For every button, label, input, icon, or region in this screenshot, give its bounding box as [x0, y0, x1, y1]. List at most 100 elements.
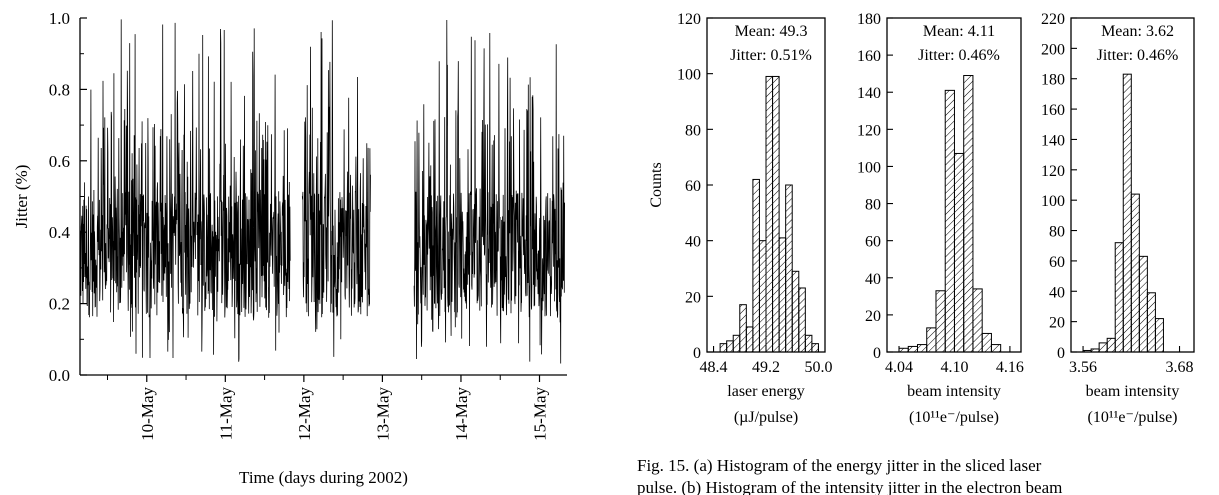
jitter-series-line — [79, 19, 291, 362]
y-tick-label: 0 — [1057, 345, 1065, 362]
histogram-bar — [907, 345, 918, 353]
histogram-bar — [785, 184, 793, 353]
y-tick-label: 140 — [857, 85, 881, 102]
x-tick-label: 11-May — [216, 387, 235, 441]
histogram-bar — [1106, 337, 1116, 353]
y-tick-label: 160 — [1041, 102, 1065, 119]
histogram-bar — [1146, 292, 1156, 353]
histogram-bar — [778, 237, 787, 353]
y-tick-label: 80 — [1049, 224, 1065, 241]
histogram-bar — [772, 75, 780, 353]
figure-caption: Fig. 15. (a) Histogram of the energy jit… — [637, 456, 1063, 495]
x-tick-label: 48.4 — [700, 359, 728, 376]
y-tick-label: 80 — [865, 197, 881, 214]
x-axis-unit: (10¹¹e⁻/pulse) — [909, 409, 999, 426]
y-tick-label: 40 — [685, 234, 701, 251]
x-axis-unit: (10¹¹e⁻/pulse) — [1087, 409, 1177, 426]
jitter-annotation: Jitter: 0.46% — [1097, 47, 1179, 64]
histogram-bar — [953, 152, 965, 353]
histogram-bar — [981, 332, 992, 353]
y-axis-label: Jitter (%) — [12, 165, 31, 229]
y-tick-label: 100 — [1041, 193, 1065, 210]
y-tick-label: 20 — [685, 289, 701, 306]
y-tick-label: 60 — [1049, 254, 1065, 271]
plot-frame — [1070, 17, 1195, 353]
x-axis-label: beam intensity — [1086, 383, 1180, 400]
x-axis-label: laser energy — [727, 383, 804, 400]
y-tick-label: 200 — [1041, 41, 1065, 58]
y-tick-label: 0.0 — [49, 366, 70, 385]
histogram-bar — [811, 343, 819, 353]
x-tick-label: 14-May — [452, 387, 471, 441]
y-tick-label: 0.8 — [49, 80, 70, 99]
histogram-bar — [719, 343, 728, 353]
x-tick-label: 4.10 — [940, 359, 968, 376]
y-tick-label: 0 — [693, 345, 701, 362]
histogram-bar — [745, 326, 754, 353]
y-tick-label: 20 — [1049, 315, 1065, 332]
y-tick-label: 100 — [857, 159, 881, 176]
y-tick-label: 0.6 — [49, 152, 70, 171]
y-tick-label: 180 — [1041, 72, 1065, 89]
jitter-annotation: Jitter: 0.46% — [918, 47, 1000, 64]
x-tick-label: 3.56 — [1069, 359, 1097, 376]
histogram-bar — [732, 334, 741, 353]
y-tick-label: 140 — [1041, 132, 1065, 149]
x-tick-label: 12-May — [295, 387, 314, 441]
x-tick-label: 4.04 — [885, 359, 913, 376]
y-tick-label: 120 — [857, 122, 881, 139]
jitter-series-line — [301, 20, 371, 357]
y-tick-label: 0.4 — [49, 223, 71, 242]
histogram-bar — [1130, 193, 1140, 353]
y-axis-label: Counts — [648, 162, 665, 207]
laser-energy-histogram: 0 20 40 60 80 100 120 48.4 49.2 50.0 Mean: 49.3 Jit… — [648, 11, 832, 426]
x-tick-label: 50.0 — [804, 359, 832, 376]
x-tick-label: 49.2 — [752, 359, 780, 376]
y-tick-label: 120 — [677, 11, 701, 28]
mean-annotation: Mean: 3.62 — [1101, 23, 1174, 40]
histogram-bar — [1098, 342, 1108, 353]
histogram-bar — [990, 344, 1002, 353]
histogram-bar — [926, 327, 937, 353]
histogram-bar — [1154, 318, 1164, 353]
y-tick-label: 180 — [857, 11, 881, 28]
x-tick-label: 10-May — [138, 387, 157, 441]
histogram-bar — [972, 288, 983, 353]
jitter-time-series-chart: 0.0 0.2 0.4 0.6 0.8 1.0 10-May 11-May 12-May 13-M… — [12, 9, 567, 487]
histogram-bar — [1122, 73, 1132, 353]
y-tick-label: 80 — [685, 122, 701, 139]
y-tick-label: 1.0 — [49, 9, 70, 28]
histogram-bar — [726, 340, 734, 353]
beam-intensity-histogram-b: 0 20 40 60 80 100 120 140 160 180 4.04 4.10 4.16 Mean… — [857, 11, 1024, 426]
x-axis-label: Time (days during 2002) — [239, 468, 408, 487]
x-tick-label: 15-May — [531, 387, 550, 441]
y-tick-label: 0 — [873, 345, 881, 362]
histogram-bar — [758, 240, 767, 353]
y-tick-label: 40 — [1049, 284, 1065, 301]
histogram-bar — [739, 304, 747, 353]
x-tick-label: 13-May — [373, 387, 392, 441]
mean-annotation: Mean: 49.3 — [735, 23, 808, 40]
histogram-bar — [1138, 255, 1148, 353]
x-tick-label: 3.68 — [1166, 359, 1194, 376]
jitter-series-line — [413, 19, 565, 364]
histogram-bar — [791, 270, 800, 353]
x-axis-unit: (µJ/pulse) — [734, 409, 798, 426]
x-tick-label: 4.16 — [996, 359, 1024, 376]
histogram-bar — [916, 344, 928, 353]
histogram-bar — [765, 75, 774, 353]
histogram-bar — [935, 290, 946, 353]
x-axis-label: beam intensity — [907, 383, 1001, 400]
y-tick-label: 60 — [685, 178, 701, 195]
histogram-bar — [1114, 242, 1124, 353]
y-tick-label: 60 — [865, 234, 881, 251]
histogram-bar — [963, 75, 974, 353]
histogram-bar — [944, 89, 955, 353]
y-tick-label: 120 — [1041, 163, 1065, 180]
y-tick-label: 20 — [865, 308, 881, 325]
y-tick-label: 220 — [1041, 11, 1065, 28]
beam-intensity-histogram-c: 0 20 40 60 80 100 120 140 160 180 200 220 3.56 3.68 Me… — [1041, 11, 1195, 426]
y-tick-label: 40 — [865, 271, 881, 288]
histogram-bar — [798, 287, 806, 353]
histogram-bar — [752, 178, 760, 353]
